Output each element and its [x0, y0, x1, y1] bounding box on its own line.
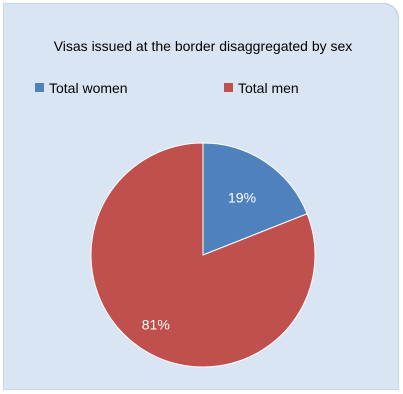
legend-item-women: Total women [35, 80, 128, 96]
pie-slice-women [202, 142, 308, 256]
pie-label-women: 19% [228, 190, 256, 206]
legend-label-men: Total men [238, 80, 299, 96]
legend-item-men: Total men [224, 80, 299, 96]
chart-legend: Total women Total men [3, 80, 399, 98]
legend-label-women: Total women [49, 80, 128, 96]
chart-container: Visas issued at the border disaggregated… [3, 3, 399, 390]
chart-title: Visas issued at the border disaggregated… [53, 38, 353, 54]
pie-plot: 19% 81% [90, 142, 316, 368]
pie-label-men: 81% [142, 316, 170, 332]
pie-slice-men [90, 142, 316, 368]
legend-swatch-men [224, 83, 233, 92]
legend-swatch-women [35, 83, 44, 92]
